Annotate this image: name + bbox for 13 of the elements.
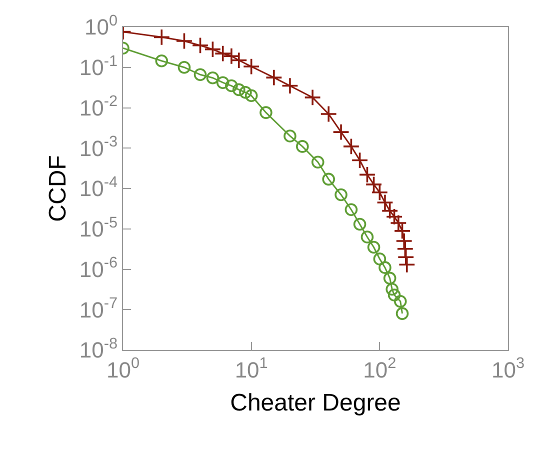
y-tick-label: 10$^{-4}$ [79,174,118,202]
x-axis-title: Cheater Degree [230,390,401,417]
x-tick-label: 10$^{3}$ [491,355,525,382]
x-tick-label: 10$^{1}$ [234,355,268,382]
y-axis-title: CCDF [44,155,72,222]
y-tick-label: 10$^{-3}$ [79,134,118,161]
y-tick-label: 10$^{-1}$ [79,52,118,80]
y-tick-label: 10$^{-7}$ [79,295,118,322]
y-tick-label: 10$^{-5}$ [79,214,118,242]
y-tick-label: 10$^{-6}$ [79,254,118,282]
y-tick-label: 10$^{-2}$ [79,93,118,120]
x-tick-label: 10$^{2}$ [363,355,396,382]
y-tick-label: 10$^{0}$ [84,12,118,40]
